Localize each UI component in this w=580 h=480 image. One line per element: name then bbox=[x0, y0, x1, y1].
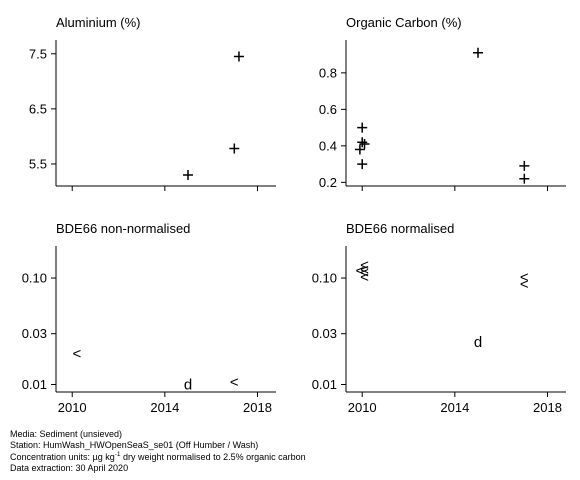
panel-3-x-tick-label: 2010 bbox=[58, 400, 87, 415]
data-point-plus bbox=[357, 137, 368, 148]
data-point-less-than: < bbox=[360, 257, 369, 274]
footer-units: Concentration units: µg kg-1 dry weight … bbox=[10, 450, 306, 463]
panel-1-title: Aluminium (%) bbox=[56, 15, 141, 30]
data-point-less-than: < bbox=[356, 262, 365, 279]
data-point-less-than: < bbox=[360, 269, 369, 286]
panel-3-x-tick-label: 2014 bbox=[150, 400, 179, 415]
data-point-plus bbox=[359, 139, 370, 150]
panel-4-title: BDE66 normalised bbox=[346, 221, 454, 236]
data-point-plus bbox=[519, 173, 530, 184]
data-point-plus bbox=[229, 143, 240, 154]
panel-1-y-tick-label: 5.5 bbox=[29, 156, 47, 171]
panel-4-y-tick-label: 0.10 bbox=[312, 271, 337, 286]
panel-1-y-tick-label: 6.5 bbox=[29, 101, 47, 116]
data-point-detected: d bbox=[474, 334, 482, 351]
panel-2-y-tick-label: 0.2 bbox=[319, 175, 337, 190]
panel-2-y-tick-label: 0.4 bbox=[319, 138, 337, 153]
panel-3-x-tick-label: 2018 bbox=[243, 400, 272, 415]
data-point-less-than: < bbox=[360, 264, 369, 281]
panel-4-y-tick-label: 0.01 bbox=[312, 377, 337, 392]
panel-3-y-tick-label: 0.03 bbox=[22, 326, 47, 341]
panel-4-x-tick-label: 2018 bbox=[533, 400, 562, 415]
data-point-less-than: < bbox=[230, 374, 239, 391]
panel-2-y-tick-label: 0.6 bbox=[319, 102, 337, 117]
panel-4-y-tick-label: 0.03 bbox=[312, 326, 337, 341]
panel-3-title: BDE66 non-normalised bbox=[56, 221, 190, 236]
data-point-plus bbox=[519, 160, 530, 171]
data-point-plus bbox=[473, 47, 483, 58]
data-point-plus bbox=[357, 159, 368, 170]
footer-media: Media: Sediment (unsieved) bbox=[10, 429, 123, 439]
data-point-plus bbox=[183, 169, 193, 180]
panel-3-y-tick-label: 0.01 bbox=[22, 377, 47, 392]
data-point-less-than: < bbox=[520, 269, 529, 286]
panel-4-x-tick-label: 2014 bbox=[440, 400, 469, 415]
data-point-plus bbox=[354, 144, 365, 155]
data-point-less-than: < bbox=[360, 262, 369, 279]
panel-2-y-tick-label: 0.8 bbox=[319, 65, 337, 80]
panel-3-y-tick-label: 0.10 bbox=[22, 271, 47, 286]
data-point-plus bbox=[233, 51, 244, 62]
panel-2-title: Organic Carbon (%) bbox=[346, 15, 462, 30]
footer-station: Station: HumWash_HWOpenSeaS_se01 (Off Hu… bbox=[10, 439, 259, 450]
panel-1-y-tick-label: 7.5 bbox=[29, 46, 47, 61]
data-point-less-than: < bbox=[520, 276, 529, 293]
data-point-less-than: < bbox=[72, 346, 81, 363]
footer-extraction: Data extraction: 30 April 2020 bbox=[10, 462, 129, 473]
data-point-detected: d bbox=[184, 376, 192, 393]
footer-units-suffix: dry weight normalised to 2.5% organic ca… bbox=[120, 452, 306, 462]
footer-notes: Media: Sediment (unsieved) Station: HumW… bbox=[10, 429, 306, 473]
footer-units-prefix: Concentration units: µg kg bbox=[10, 452, 115, 462]
panel-4-x-tick-label: 2010 bbox=[348, 400, 377, 415]
footer-units-superscript: -1 bbox=[114, 451, 121, 458]
data-point-plus bbox=[357, 122, 368, 133]
